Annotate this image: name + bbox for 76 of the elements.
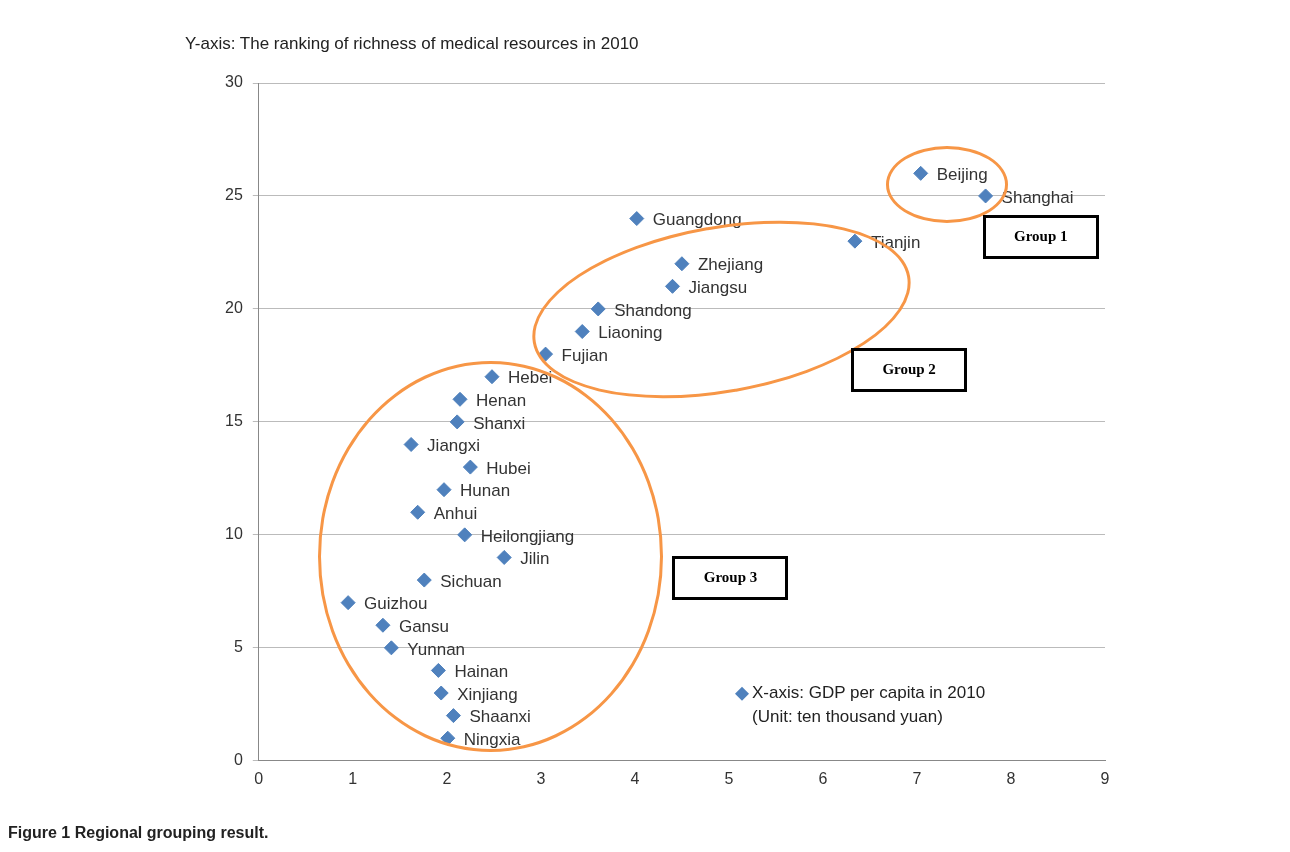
point	[674, 256, 690, 272]
point	[462, 459, 478, 475]
point	[403, 436, 419, 452]
annotation: Henan	[476, 390, 527, 410]
label-frame: Group 3	[672, 555, 789, 600]
point	[538, 346, 554, 362]
annotation: Group 3	[703, 569, 758, 587]
point	[340, 595, 356, 611]
annotation: Shaanxi	[469, 707, 531, 727]
point	[847, 233, 863, 249]
annotation: Shanghai	[1001, 187, 1074, 207]
annotation: Group 2	[882, 361, 936, 379]
x-tick-label: 6	[818, 769, 828, 787]
y-tick-label: 5	[233, 638, 243, 656]
annotation: Fujian	[561, 345, 608, 365]
point	[430, 662, 446, 678]
annotation: Xinjiang	[457, 684, 518, 704]
point	[629, 211, 645, 227]
point	[410, 504, 426, 520]
y-tick-label: 30	[225, 73, 243, 91]
annotation: Liaoning	[598, 323, 663, 343]
point	[496, 549, 512, 565]
point	[375, 617, 391, 633]
y-tick-label: 15	[225, 412, 243, 430]
annotation: Gansu	[398, 616, 449, 636]
y-tick-label: 10	[225, 525, 243, 543]
annotation: Hunan	[460, 481, 511, 501]
annotation: Ningxia	[463, 729, 522, 749]
point	[457, 527, 473, 543]
y-tick-label: 20	[225, 299, 243, 317]
annotation: Yunnan	[407, 639, 466, 659]
annotation: Guangdong	[652, 210, 742, 230]
point	[665, 278, 680, 294]
annotation: Jiangsu	[688, 278, 748, 298]
x-tick-label: 1	[348, 769, 358, 787]
annotation: Group 1	[1014, 228, 1068, 246]
label-frame: Group 2	[851, 347, 968, 392]
annotation: Sichuan	[440, 571, 502, 591]
point	[978, 188, 994, 204]
annotation: Jiangxi	[427, 436, 481, 456]
annotation: Beijing	[936, 165, 988, 185]
point	[574, 324, 590, 340]
x-tick-label: 3	[536, 769, 546, 787]
x-tick-label: 2	[442, 769, 452, 787]
y-tick-label: 0	[233, 751, 243, 769]
annotation: Hainan	[454, 662, 509, 682]
annotation: Hebei	[507, 368, 553, 388]
point	[416, 572, 432, 588]
x-tick-label: 0	[254, 769, 264, 787]
annotation: Heilongjiang	[480, 526, 575, 546]
annotation: Hubei	[486, 458, 531, 478]
point	[452, 391, 468, 407]
point	[484, 369, 500, 385]
label-frame: Group 1	[982, 214, 1099, 259]
y-tick-label: 25	[225, 186, 243, 204]
x-tick-label: 7	[912, 769, 922, 787]
caption: Figure 1 Regional grouping result.	[8, 824, 269, 841]
point	[383, 640, 399, 656]
point	[436, 482, 452, 498]
y-axis-title: Y-axis: The ranking of richness of medical resources in 2010	[185, 34, 639, 54]
annotation: Shandong	[614, 300, 692, 320]
x-tick-label: 9	[1100, 769, 1110, 787]
annotation: Jilin	[520, 549, 550, 569]
annotation: Shanxi	[473, 413, 526, 433]
x-tick-label: 5	[724, 769, 734, 787]
annotation: Guizhou	[364, 594, 428, 614]
annotation: Anhui	[433, 503, 478, 523]
point	[913, 165, 929, 181]
x-tick-label: 4	[630, 769, 640, 787]
point	[445, 708, 461, 724]
point	[590, 301, 606, 317]
point	[449, 414, 465, 430]
x-tick-label: 8	[1006, 769, 1016, 787]
legend-label: X-axis: GDP per capita in 2010 (Unit: ten thousand yuan)	[752, 683, 986, 727]
annotation: Zhejiang	[697, 255, 764, 275]
point	[433, 685, 449, 701]
